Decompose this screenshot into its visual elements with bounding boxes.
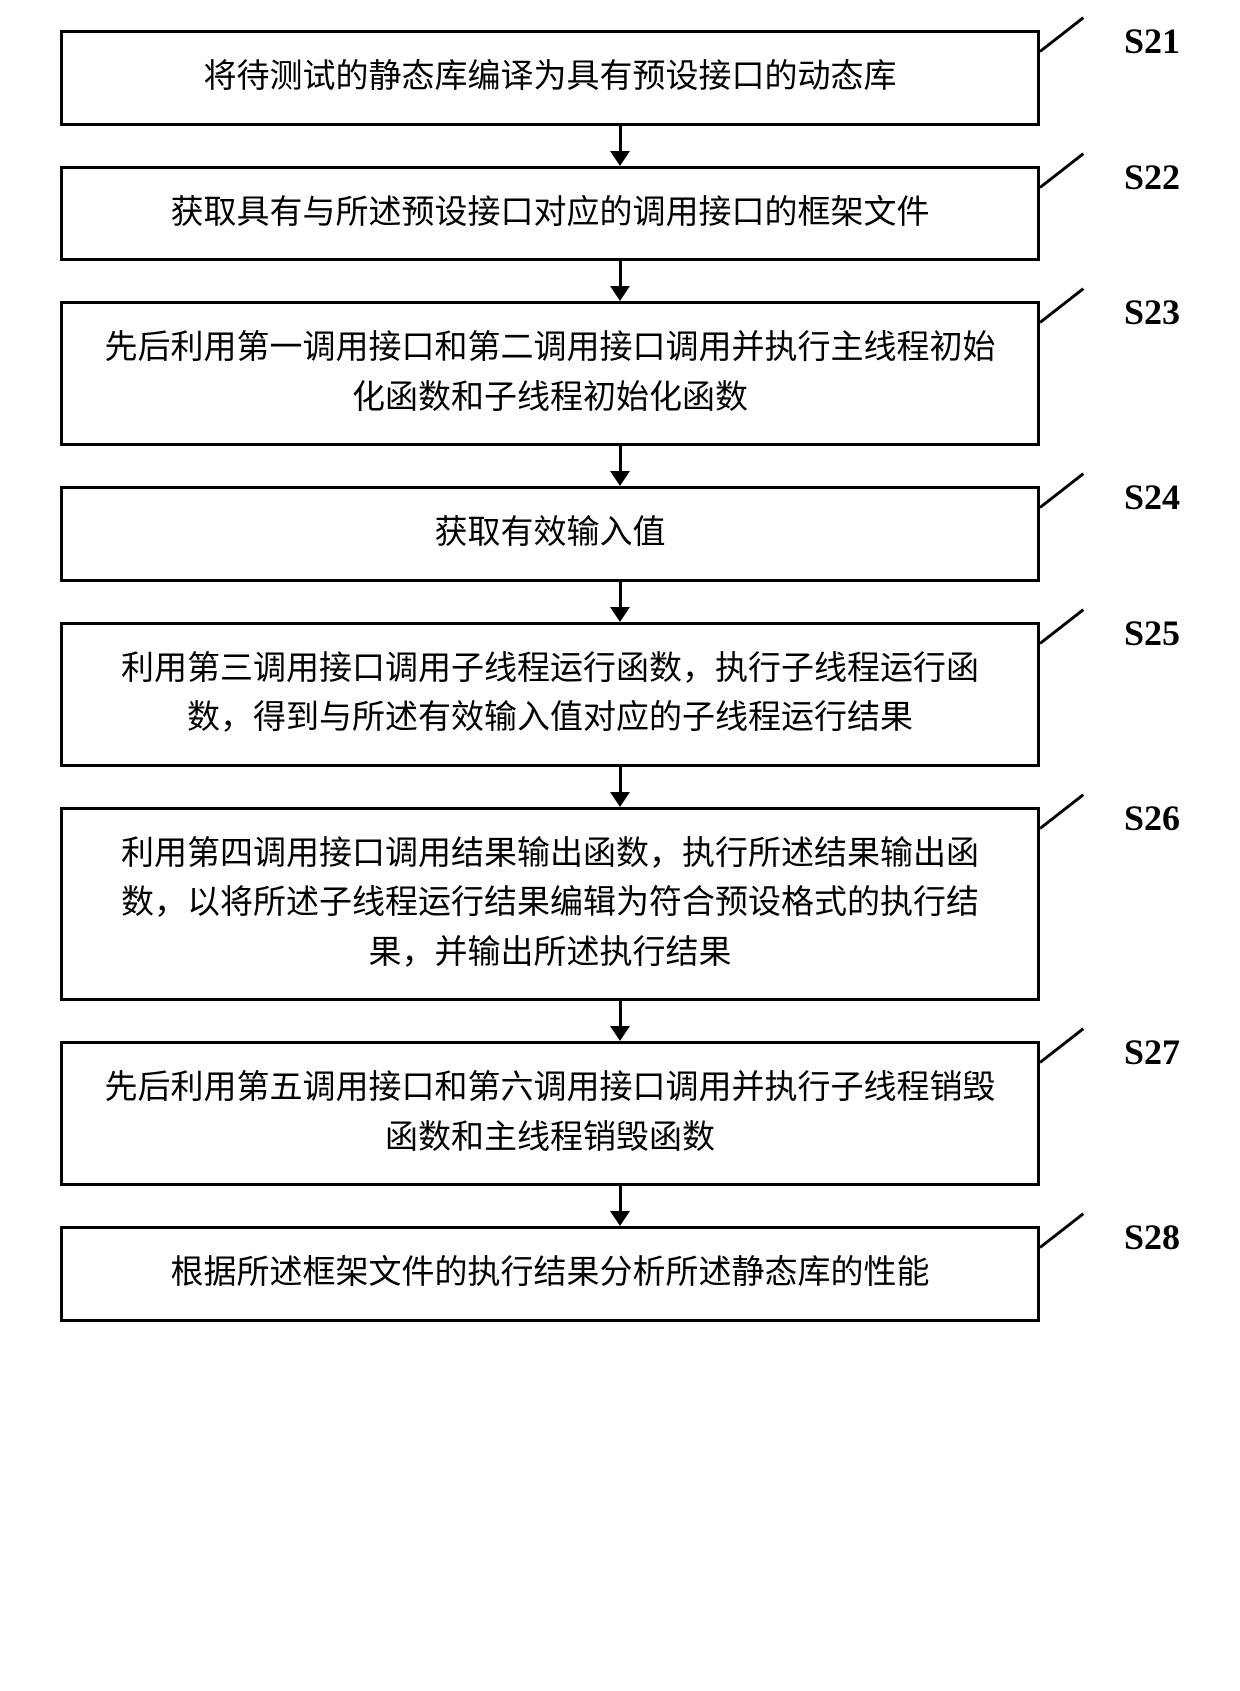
arrow-s26-s27 [130,1001,1110,1041]
step-label-s24: S24 [1124,476,1180,518]
arrow-line [619,446,622,474]
step-text-s23: 先后利用第一调用接口和第二调用接口调用并执行主线程初始化函数和子线程初始化函数 [93,324,1007,423]
step-container-s25: 利用第三调用接口调用子线程运行函数，执行子线程运行函数，得到与所述有效输入值对应… [60,622,1180,767]
step-container-s24: 获取有效输入值 S24 [60,486,1180,582]
arrow-s23-s24 [130,446,1110,486]
step-container-s27: 先后利用第五调用接口和第六调用接口调用并执行子线程销毁函数和主线程销毁函数 S2… [60,1041,1180,1186]
arrow-head-icon [610,1026,630,1041]
step-text-s22: 获取具有与所述预设接口对应的调用接口的框架文件 [171,189,930,239]
step-label-s23: S23 [1124,291,1180,333]
arrow-s25-s26 [130,767,1110,807]
arrow-head-icon [610,1211,630,1226]
arrow-line [619,1186,622,1214]
step-box-s26: 利用第四调用接口调用结果输出函数，执行所述结果输出函数，以将所述子线程运行结果编… [60,807,1040,1002]
arrow-head-icon [610,471,630,486]
arrow-line [619,767,622,795]
arrow-line [619,126,622,154]
step-box-s25: 利用第三调用接口调用子线程运行函数，执行子线程运行函数，得到与所述有效输入值对应… [60,622,1040,767]
arrow-s24-s25 [130,582,1110,622]
arrow-head-icon [610,151,630,166]
step-box-s28: 根据所述框架文件的执行结果分析所述静态库的性能 [60,1226,1040,1322]
step-label-s27: S27 [1124,1031,1180,1073]
step-box-s22: 获取具有与所述预设接口对应的调用接口的框架文件 [60,166,1040,262]
step-container-s22: 获取具有与所述预设接口对应的调用接口的框架文件 S22 [60,166,1180,262]
step-label-s22: S22 [1124,156,1180,198]
step-text-s24: 获取有效输入值 [435,509,666,559]
step-box-s24: 获取有效输入值 [60,486,1040,582]
step-label-s21: S21 [1124,20,1180,62]
arrow-line [619,261,622,289]
arrow-head-icon [610,792,630,807]
step-text-s28: 根据所述框架文件的执行结果分析所述静态库的性能 [171,1249,930,1299]
step-label-s25: S25 [1124,612,1180,654]
arrow-s27-s28 [130,1186,1110,1226]
arrow-head-icon [610,607,630,622]
arrow-s21-s22 [130,126,1110,166]
step-text-s26: 利用第四调用接口调用结果输出函数，执行所述结果输出函数，以将所述子线程运行结果编… [93,830,1007,979]
step-text-s21: 将待测试的静态库编译为具有预设接口的动态库 [204,53,897,103]
arrow-s22-s23 [130,261,1110,301]
arrow-line [619,1001,622,1029]
step-label-s26: S26 [1124,797,1180,839]
step-container-s28: 根据所述框架文件的执行结果分析所述静态库的性能 S28 [60,1226,1180,1322]
step-container-s23: 先后利用第一调用接口和第二调用接口调用并执行主线程初始化函数和子线程初始化函数 … [60,301,1180,446]
step-text-s27: 先后利用第五调用接口和第六调用接口调用并执行子线程销毁函数和主线程销毁函数 [93,1064,1007,1163]
step-container-s21: 将待测试的静态库编译为具有预设接口的动态库 S21 [60,30,1180,126]
arrow-line [619,582,622,610]
step-label-s28: S28 [1124,1216,1180,1258]
arrow-head-icon [610,286,630,301]
step-box-s27: 先后利用第五调用接口和第六调用接口调用并执行子线程销毁函数和主线程销毁函数 [60,1041,1040,1186]
step-text-s25: 利用第三调用接口调用子线程运行函数，执行子线程运行函数，得到与所述有效输入值对应… [93,645,1007,744]
step-box-s23: 先后利用第一调用接口和第二调用接口调用并执行主线程初始化函数和子线程初始化函数 [60,301,1040,446]
flowchart-container: 将待测试的静态库编译为具有预设接口的动态库 S21 获取具有与所述预设接口对应的… [60,30,1180,1322]
step-box-s21: 将待测试的静态库编译为具有预设接口的动态库 [60,30,1040,126]
connector-s21 [1039,16,1084,52]
step-container-s26: 利用第四调用接口调用结果输出函数，执行所述结果输出函数，以将所述子线程运行结果编… [60,807,1180,1002]
